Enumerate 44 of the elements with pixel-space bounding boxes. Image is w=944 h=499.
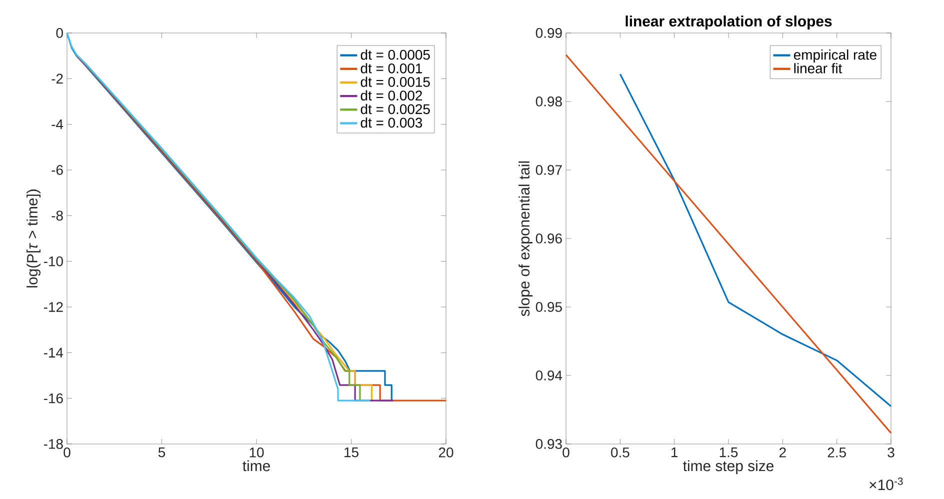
y-tick-label: -16 (44, 393, 63, 404)
y-tick-label: 0.99 (536, 28, 562, 38)
y-tick-label: 0.98 (536, 96, 562, 106)
legend-label: dt = 0.002 (360, 90, 422, 101)
y-tick-label: 0 (56, 28, 63, 38)
x-axis-title: time (242, 460, 270, 472)
y-tick-label: 0.93 (536, 439, 562, 449)
legend-label: dt = 0.0025 (360, 104, 430, 114)
x-tick-label: 15 (344, 448, 358, 458)
y-tick-label: -18 (44, 439, 63, 449)
legend-label: linear fit (794, 63, 842, 74)
chart-title: linear extrapolation of slopes (626, 16, 832, 30)
legend-label: dt = 0.003 (360, 117, 422, 128)
x-tick-label: 3 (888, 447, 894, 458)
x-tick-label: 2 (780, 447, 786, 458)
y-tick-label: -6 (52, 165, 63, 175)
x-tick-label: 1.5 (720, 448, 738, 458)
y-tick-label: -8 (52, 210, 63, 221)
legend-label: dt = 0.0005 (360, 50, 430, 60)
x-tick-label: 10 (250, 447, 264, 458)
x-tick-label: 0 (64, 447, 70, 458)
x-tick-label: 5 (158, 448, 166, 458)
x-axis-title: time step size (683, 460, 774, 474)
x-tick-label: 1 (672, 448, 678, 458)
x-tick-label: 2.5 (828, 447, 846, 458)
y-tick-label: 0.97 (536, 165, 562, 175)
y-tick-label: 0.96 (536, 234, 562, 244)
legend-label: dt = 0.0015 (360, 76, 430, 87)
y-tick-label: -2 (52, 74, 63, 84)
y-tick-label: -4 (52, 120, 64, 130)
y-tick-label: 0.94 (536, 370, 562, 380)
x-tick-label: 20 (438, 447, 454, 458)
y-tick-label: -12 (44, 302, 63, 312)
x-tick-label: 0.5 (611, 447, 630, 458)
y-tick-label: -10 (44, 256, 63, 266)
y-axis-title: slope of exponential tail (518, 161, 532, 316)
legend-label: dt = 0.001 (360, 63, 422, 74)
line-series (619, 73, 892, 408)
y-tick-label: 0.95 (536, 302, 562, 312)
y-axis-title: log(P[τ > time]) (26, 190, 40, 288)
legend-label: empirical rate (794, 50, 876, 63)
y-tick-label: -14 (44, 348, 64, 358)
text: ×10$^{-3}$ (870, 478, 903, 490)
x-tick-label: 0 (562, 447, 570, 458)
